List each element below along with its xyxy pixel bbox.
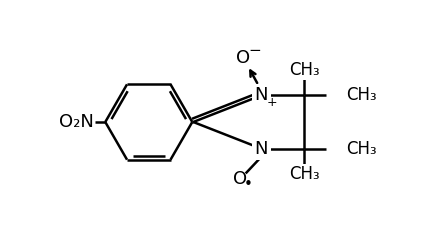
Text: •: • bbox=[244, 177, 253, 192]
Text: CH₃: CH₃ bbox=[289, 61, 319, 79]
Text: O: O bbox=[236, 49, 250, 67]
Text: N: N bbox=[255, 140, 268, 158]
Text: N: N bbox=[255, 86, 268, 104]
Text: −: − bbox=[248, 43, 261, 58]
Text: CH₃: CH₃ bbox=[289, 165, 319, 184]
Text: CH₃: CH₃ bbox=[346, 86, 377, 104]
Text: +: + bbox=[267, 96, 278, 109]
Text: O: O bbox=[233, 170, 247, 188]
Text: CH₃: CH₃ bbox=[346, 140, 377, 158]
Text: O₂N: O₂N bbox=[59, 113, 93, 131]
